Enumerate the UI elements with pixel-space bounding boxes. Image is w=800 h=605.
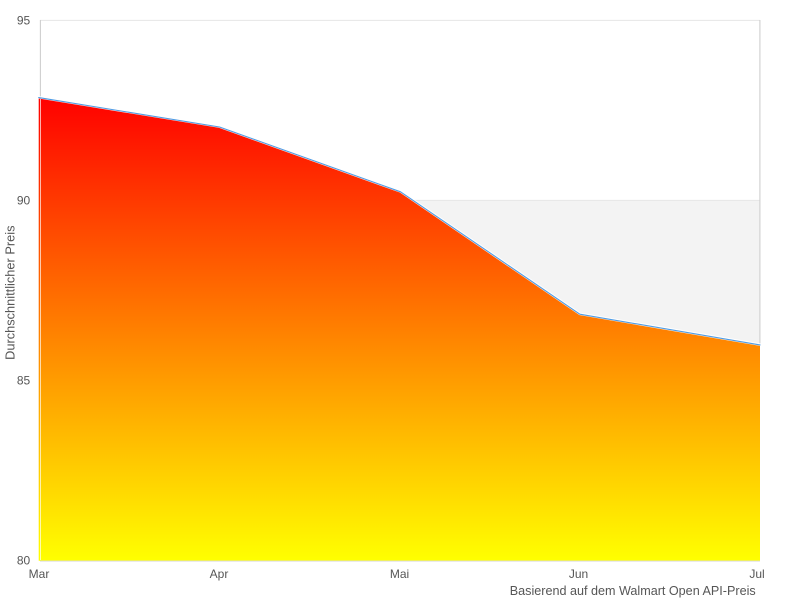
svg-text:Jun: Jun	[569, 567, 588, 581]
svg-text:80: 80	[17, 554, 31, 568]
svg-text:Mai: Mai	[390, 567, 409, 581]
svg-text:Basierend auf dem Walmart Open: Basierend auf dem Walmart Open API-Preis	[510, 584, 756, 598]
svg-text:95: 95	[17, 13, 31, 27]
svg-text:90: 90	[17, 194, 31, 208]
svg-text:Jul: Jul	[749, 567, 764, 581]
svg-text:Apr: Apr	[210, 567, 229, 581]
svg-text:85: 85	[17, 374, 31, 388]
svg-text:Durchschnittlicher Preis: Durchschnittlicher Preis	[3, 225, 18, 359]
svg-text:Mar: Mar	[29, 567, 50, 581]
